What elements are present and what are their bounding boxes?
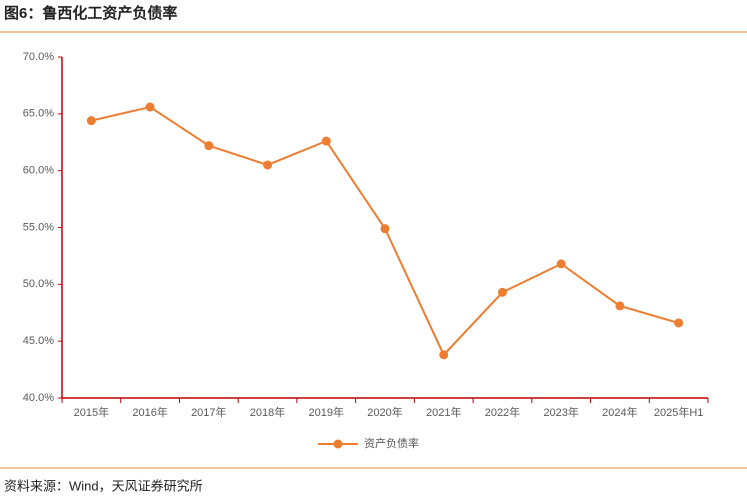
y-tick-label: 40.0% xyxy=(23,392,54,404)
x-tick-label: 2017年 xyxy=(191,405,226,419)
x-tick-label: 2022年 xyxy=(485,405,520,419)
point xyxy=(674,318,684,328)
y-tick-label: 70.0% xyxy=(23,51,54,63)
point xyxy=(263,160,273,170)
legend-marker xyxy=(333,439,343,449)
point xyxy=(439,350,449,360)
x-tick-label: 2023年 xyxy=(543,405,578,419)
x-tick-label: 2016年 xyxy=(132,405,167,419)
x-tick-label: 2020年 xyxy=(367,405,402,419)
x-tick-label: 2015年 xyxy=(74,405,109,419)
x-tick-label: 2019年 xyxy=(309,405,344,419)
x-tick-label: 2021年 xyxy=(426,405,461,419)
y-tick-label: 65.0% xyxy=(23,108,54,120)
x-tick-label: 2025年H1 xyxy=(654,405,704,419)
x-tick-label: 2018年 xyxy=(250,405,285,419)
chart-title: 图6：鲁西化工资产负债率 xyxy=(4,4,177,22)
point xyxy=(204,141,214,151)
point xyxy=(556,259,566,269)
point xyxy=(615,301,625,311)
point xyxy=(145,102,155,112)
source: 资料来源：Wind，天风证券研究所 xyxy=(4,478,203,493)
point xyxy=(497,287,507,297)
point xyxy=(380,224,390,234)
y-tick-label: 55.0% xyxy=(23,221,54,233)
x-tick-label: 2024年 xyxy=(602,405,637,419)
legend-label: 资产负债率 xyxy=(364,436,419,450)
y-tick-label: 45.0% xyxy=(23,335,54,347)
y-tick-label: 60.0% xyxy=(23,165,54,177)
point xyxy=(86,116,96,126)
point xyxy=(321,136,331,146)
y-tick-label: 50.0% xyxy=(23,278,54,290)
